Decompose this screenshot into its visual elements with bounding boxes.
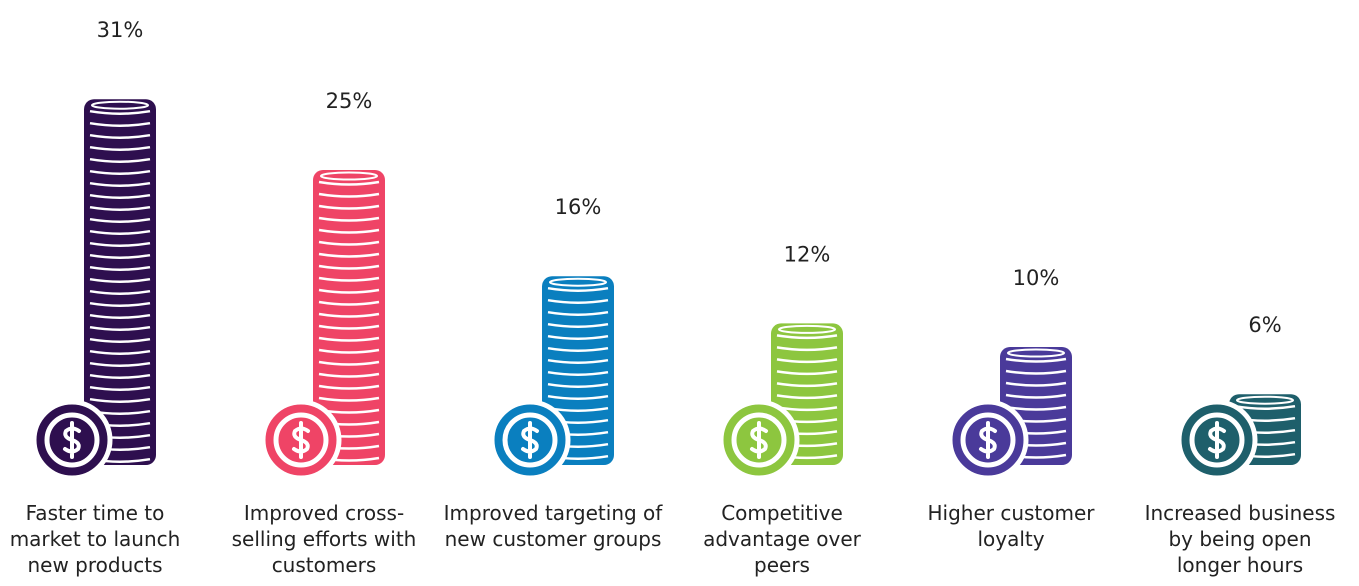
chart: 31% 25% 16% 12% 10% 6% Faster time to market … [0, 0, 1359, 586]
category-label: Increased business by being open longer … [1140, 500, 1340, 578]
coin-stack [34, 99, 156, 478]
chart-canvas: 31% 25% 16% 12% 10% 6% [0, 0, 1359, 586]
coin-stack [263, 170, 385, 478]
coin-stack [950, 347, 1072, 478]
category-label: Improved cross-selling efforts with cust… [224, 500, 424, 578]
category-label: Improved targeting of new customer group… [443, 500, 663, 552]
category-label: Faster time to market to launch new prod… [0, 500, 195, 578]
value-label: 12% [784, 242, 831, 266]
category-label: Competitive advantage over peers [682, 500, 882, 578]
coin-stack [721, 323, 843, 478]
value-label: 6% [1248, 313, 1281, 337]
category-label: Higher customer loyalty [911, 500, 1111, 552]
value-label: 10% [1013, 266, 1060, 290]
value-label: 25% [326, 89, 373, 113]
value-label: 31% [97, 18, 144, 42]
coin-stack [492, 276, 614, 478]
value-label: 16% [555, 195, 602, 219]
coin-stack [1179, 394, 1301, 478]
